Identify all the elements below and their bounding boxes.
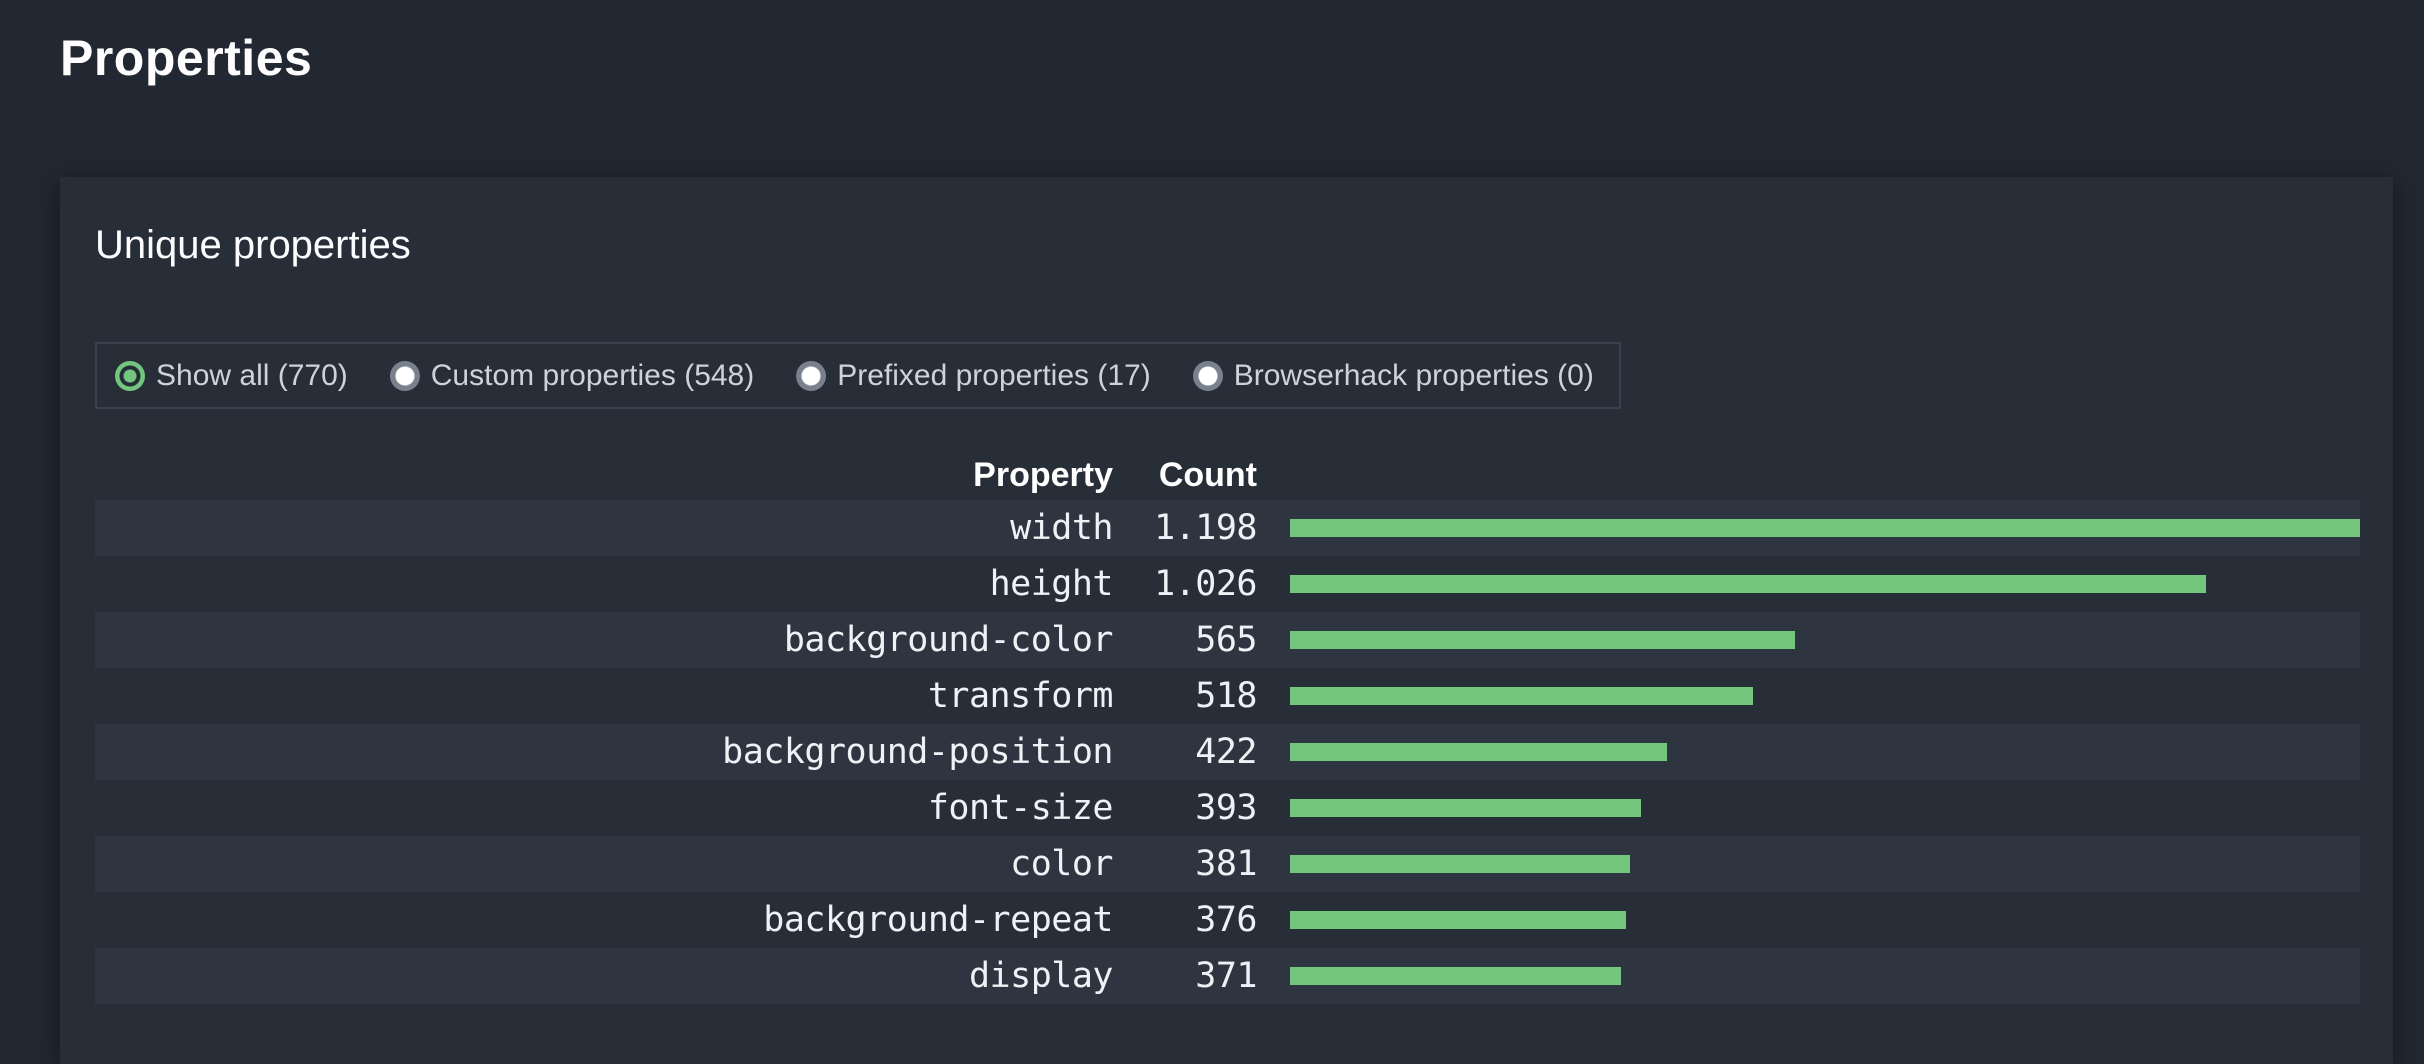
table-row: background-repeat 376 — [95, 892, 2360, 948]
property-name: background-color — [783, 620, 1114, 660]
property-count: 422 — [1195, 732, 1257, 772]
bar-track — [1290, 743, 2360, 761]
bar-track — [1290, 855, 2360, 873]
count-bar — [1290, 799, 1641, 817]
column-header-property: Property — [973, 455, 1113, 494]
property-count: 518 — [1195, 676, 1257, 716]
bar-track — [1290, 687, 2360, 705]
property-name: display — [968, 956, 1114, 996]
property-name: height — [989, 564, 1114, 604]
property-count: 565 — [1195, 620, 1257, 660]
table-row: height 1.026 — [95, 556, 2360, 612]
page-title: Properties — [60, 30, 313, 86]
table-row: font-size 393 — [95, 780, 2360, 836]
radio-button-icon — [115, 360, 145, 391]
table-row: width 1.198 — [95, 500, 2360, 556]
radio-button-icon — [1192, 360, 1223, 391]
radio-option-label: Custom properties (548) — [430, 358, 755, 392]
filter-option-show-all[interactable]: Show all (770) — [115, 359, 348, 393]
table-row: transform 518 — [95, 668, 2360, 724]
unique-properties-card: Unique properties Show all (770) Custom … — [60, 177, 2393, 1064]
property-name: background-position — [722, 732, 1113, 772]
property-name: color — [1010, 844, 1113, 884]
property-count: 381 — [1195, 844, 1257, 884]
bar-track — [1290, 911, 2360, 929]
count-bar — [1290, 575, 2207, 593]
filter-option-custom-properties[interactable]: Custom properties (548) — [389, 358, 755, 393]
table-body: width 1.198 height 1.026 background-colo… — [95, 500, 2360, 1004]
table-row: background-position 422 — [95, 724, 2360, 780]
radio-option-label: Prefixed properties (17) — [837, 358, 1151, 392]
bar-track — [1290, 631, 2360, 649]
filter-option-prefixed-properties[interactable]: Prefixed properties (17) — [796, 358, 1151, 393]
table-row: background-color 565 — [95, 612, 2360, 668]
bar-track — [1290, 519, 2360, 537]
count-bar — [1290, 743, 1667, 761]
count-bar — [1290, 855, 1631, 873]
radio-option-label: Show all (770) — [156, 358, 348, 392]
table-header-row: Property Count — [95, 450, 2360, 500]
count-bar — [1290, 967, 1622, 985]
property-name: background-repeat — [763, 900, 1113, 940]
count-bar — [1290, 519, 2360, 537]
count-bar — [1290, 687, 1753, 705]
card-title: Unique properties — [95, 223, 411, 267]
bar-track — [1290, 799, 2360, 817]
property-name: transform — [927, 676, 1114, 716]
count-bar — [1290, 631, 1795, 649]
filter-option-browserhack-properties[interactable]: Browserhack properties (0) — [1192, 358, 1594, 393]
property-name: font-size — [927, 788, 1114, 828]
property-count: 1.026 — [1154, 564, 1257, 604]
property-count: 376 — [1195, 900, 1257, 940]
radio-button-icon — [389, 360, 420, 391]
property-count: 371 — [1195, 956, 1257, 996]
bar-track — [1290, 575, 2360, 593]
property-count: 1.198 — [1154, 508, 1257, 548]
property-count: 393 — [1195, 788, 1257, 828]
radio-button-icon — [796, 360, 827, 391]
radio-option-label: Browserhack properties (0) — [1233, 358, 1594, 392]
table-row: color 381 — [95, 836, 2360, 892]
properties-table: Property Count width 1.198 height 1.026 … — [95, 450, 2360, 1004]
filter-radio-group: Show all (770) Custom properties (548) P… — [95, 342, 1621, 409]
column-header-count: Count — [1158, 455, 1257, 494]
count-bar — [1290, 911, 1626, 929]
bar-track — [1290, 967, 2360, 985]
table-row: display 371 — [95, 948, 2360, 1004]
property-name: width — [1010, 508, 1113, 548]
